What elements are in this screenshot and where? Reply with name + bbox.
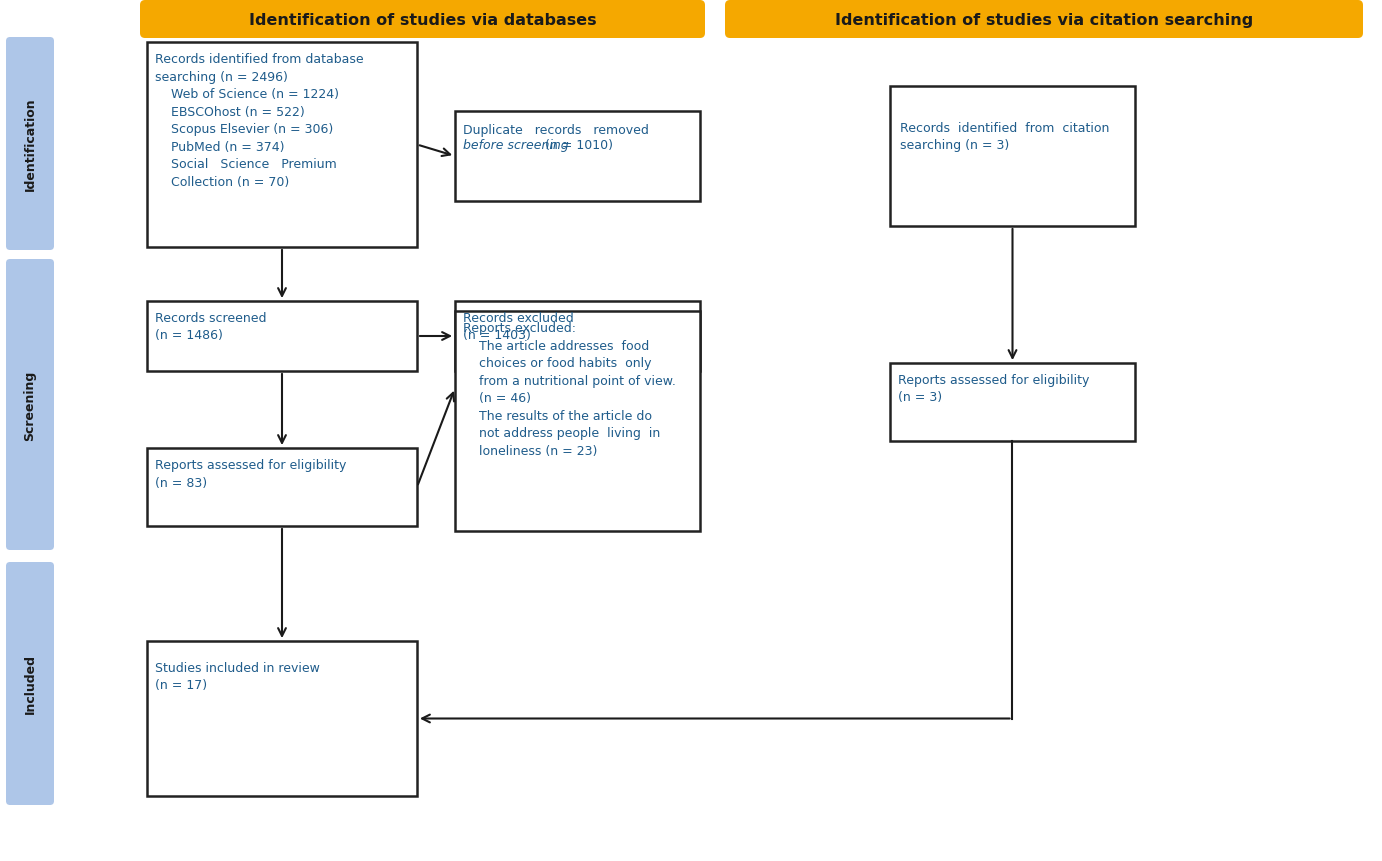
Text: before screening: before screening: [463, 139, 568, 152]
Text: Records  identified  from  citation
searching (n = 3): Records identified from citation searchi…: [900, 122, 1110, 152]
Bar: [146, 43, 417, 248]
Bar: [455, 312, 701, 531]
FancyBboxPatch shape: [140, 1, 705, 39]
Bar: [146, 301, 417, 372]
FancyBboxPatch shape: [6, 562, 54, 805]
Text: Reports excluded:
    The article addresses  food
    choices or food habits  on: Reports excluded: The article addresses …: [463, 322, 676, 457]
FancyBboxPatch shape: [6, 260, 54, 550]
Bar: [455, 301, 701, 372]
Text: Identification of studies via citation searching: Identification of studies via citation s…: [835, 13, 1253, 28]
Text: Included: Included: [23, 653, 36, 714]
Bar: [146, 641, 417, 796]
Text: Records screened
(n = 1486): Records screened (n = 1486): [155, 312, 267, 342]
Text: Records excluded
(n = 1403): Records excluded (n = 1403): [463, 312, 574, 342]
Text: Duplicate   records   removed: Duplicate records removed: [463, 124, 650, 137]
Text: Studies included in review
(n = 17): Studies included in review (n = 17): [155, 661, 319, 691]
Text: Reports assessed for eligibility
(n = 3): Reports assessed for eligibility (n = 3): [898, 374, 1089, 404]
Bar: [890, 363, 1135, 442]
Text: Screening: Screening: [23, 370, 36, 440]
Text: (n = 1010): (n = 1010): [540, 139, 614, 152]
Bar: [146, 449, 417, 526]
Text: Records identified from database
searching (n = 2496)
    Web of Science (n = 12: Records identified from database searchi…: [155, 53, 363, 189]
FancyBboxPatch shape: [726, 1, 1363, 39]
Bar: [455, 112, 701, 201]
Text: Identification of studies via databases: Identification of studies via databases: [249, 13, 596, 28]
Text: Identification: Identification: [23, 97, 36, 191]
Text: Reports assessed for eligibility
(n = 83): Reports assessed for eligibility (n = 83…: [155, 458, 347, 489]
FancyBboxPatch shape: [6, 38, 54, 251]
Bar: [890, 87, 1135, 226]
